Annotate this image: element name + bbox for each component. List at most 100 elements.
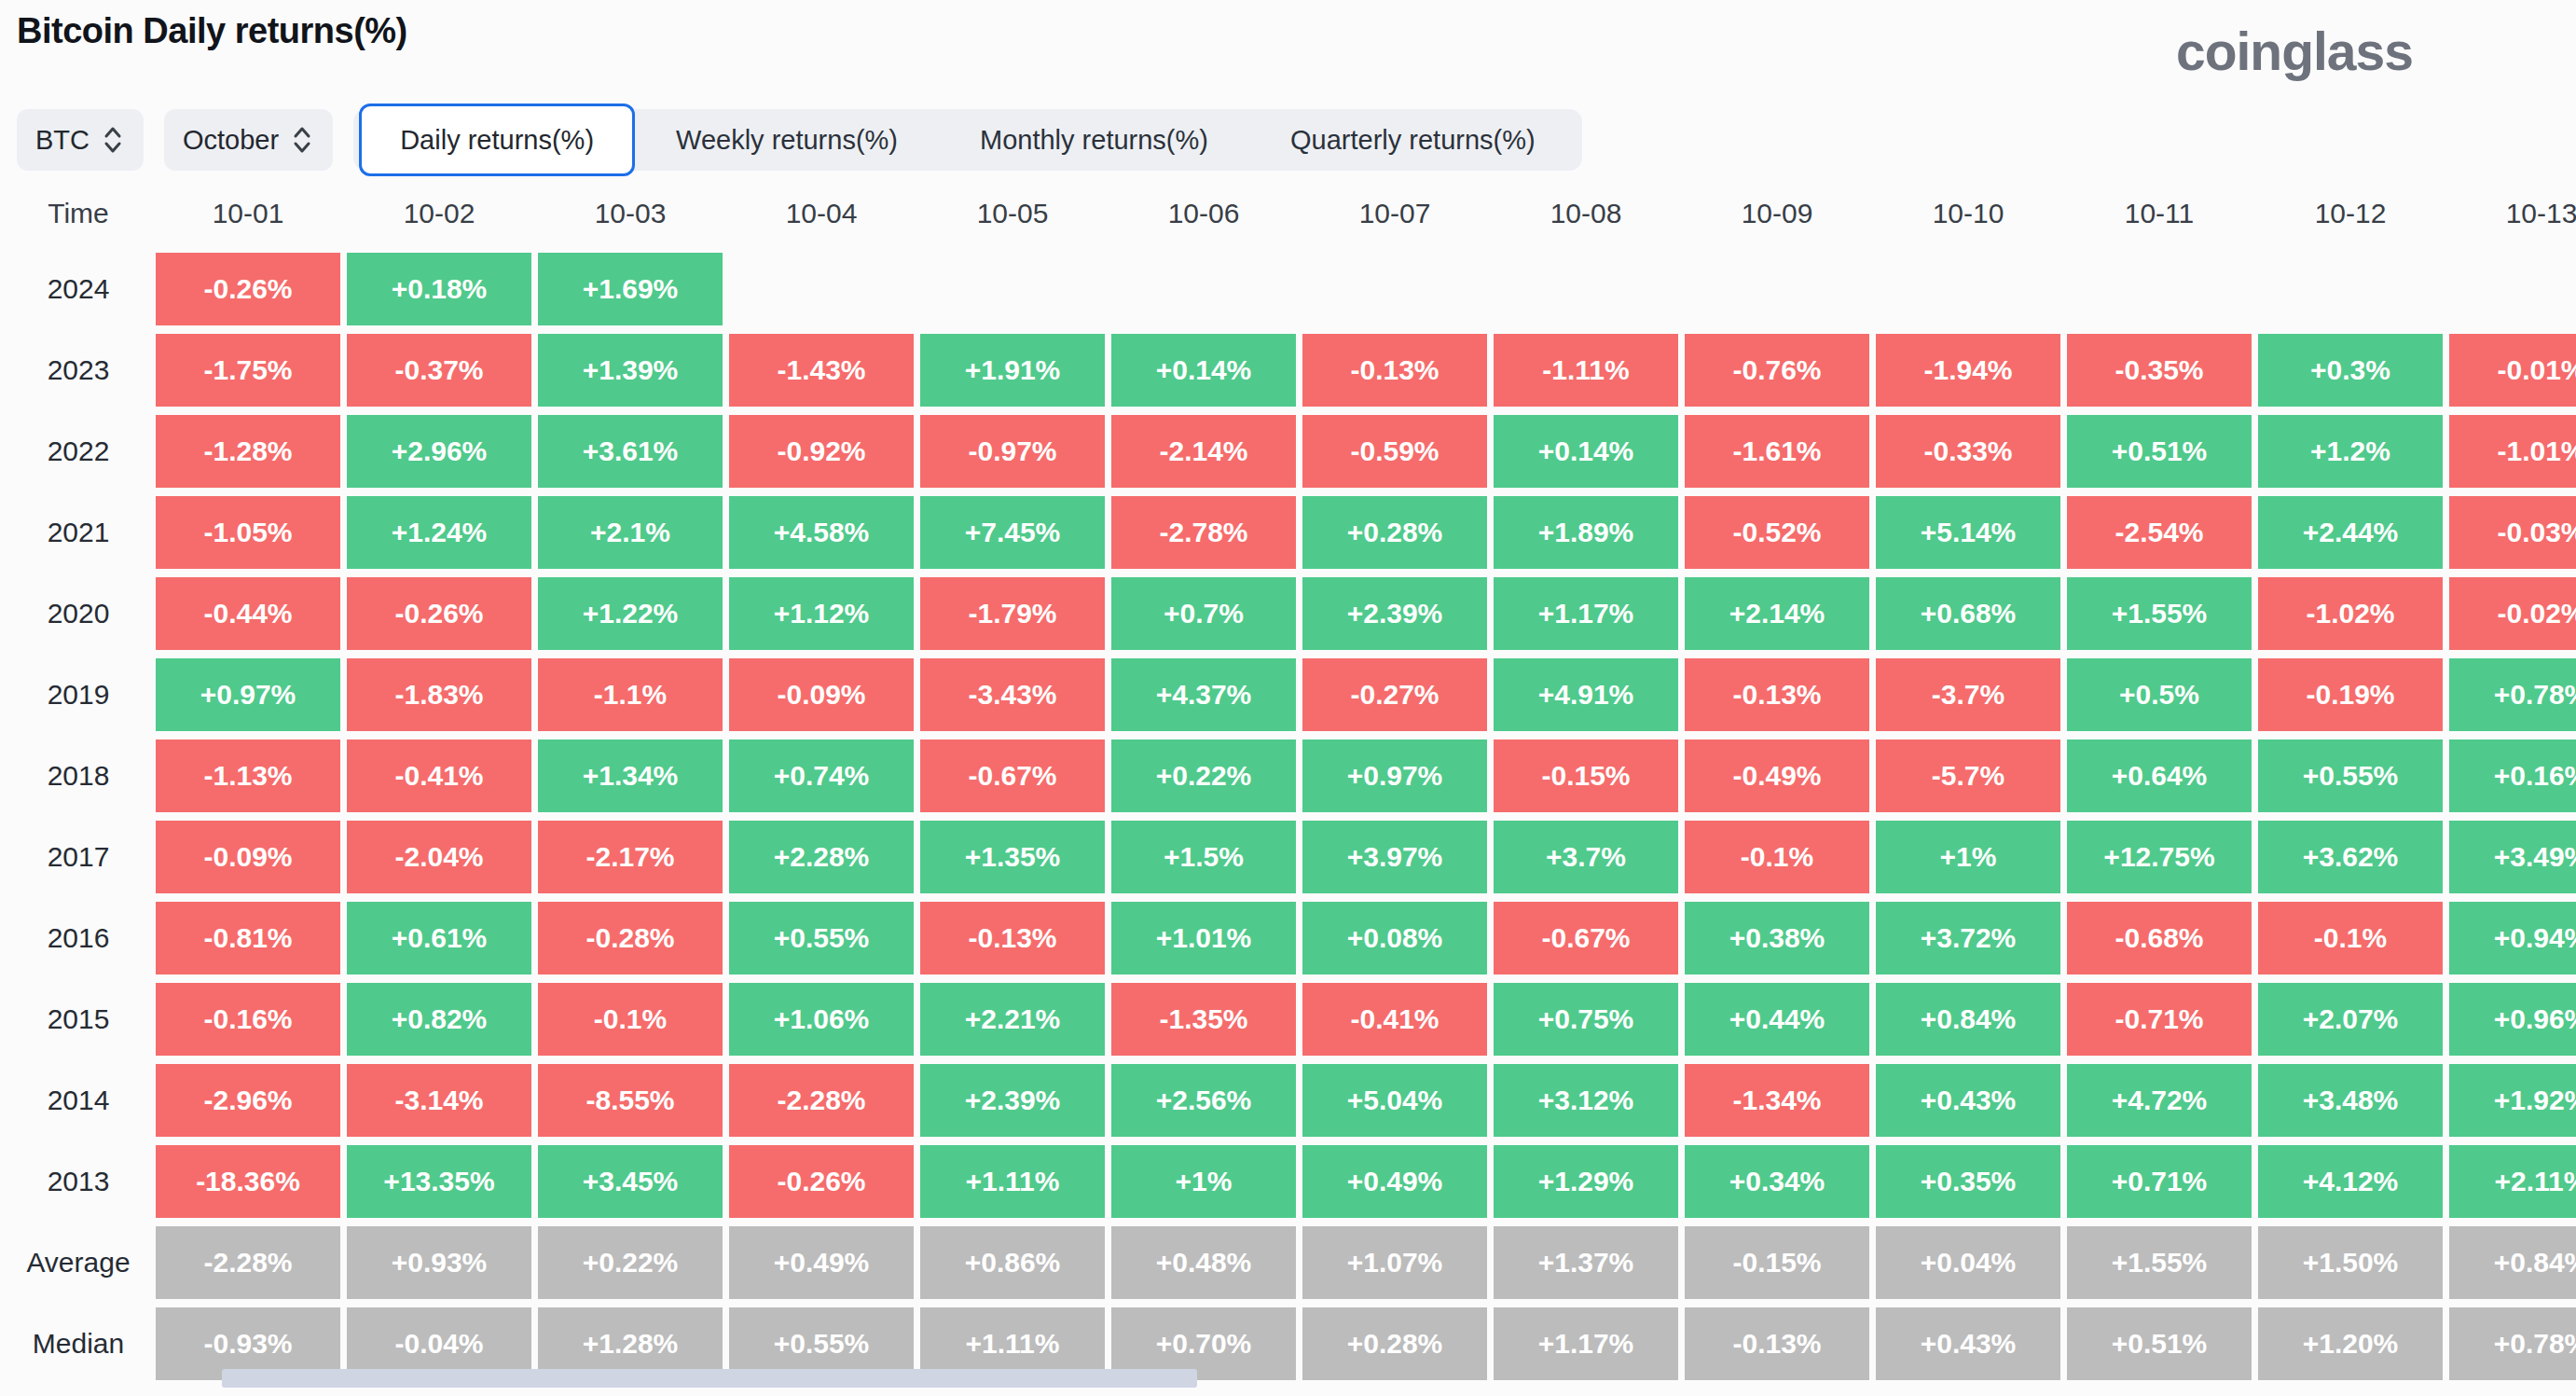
return-cell: +1.24%	[347, 496, 531, 569]
return-cell: +0.61%	[347, 902, 531, 974]
return-cell: -3.7%	[1876, 658, 2060, 731]
return-cell: +2.39%	[920, 1064, 1105, 1137]
return-cell-empty	[920, 253, 1105, 325]
row-label: 2017	[7, 821, 149, 893]
return-cell: -0.16%	[156, 983, 340, 1056]
return-cell: +4.37%	[1111, 658, 1296, 731]
return-cell: +0.35%	[1876, 1145, 2060, 1218]
row-label: 2016	[7, 902, 149, 974]
column-header: 10-13	[2449, 183, 2576, 244]
return-cell-empty	[1876, 253, 2060, 325]
return-cell: -1.79%	[920, 577, 1105, 650]
return-cell: +0.22%	[1111, 739, 1296, 812]
return-cell: +0.55%	[2258, 739, 2443, 812]
return-cell: -0.01%	[2449, 334, 2576, 407]
return-cell: -0.13%	[1302, 334, 1487, 407]
return-cell: -1.28%	[156, 415, 340, 488]
tab-daily-returns[interactable]: Daily returns(%)	[359, 104, 635, 176]
return-cell: +0.49%	[1302, 1145, 1487, 1218]
return-cell: +0.74%	[729, 739, 914, 812]
return-cell: +3.61%	[538, 415, 723, 488]
return-cell: +2.14%	[1685, 577, 1869, 650]
return-cell: +1.35%	[920, 821, 1105, 893]
return-cell: -2.28%	[156, 1226, 340, 1299]
return-cell: +3.45%	[538, 1145, 723, 1218]
tab-weekly-returns[interactable]: Weekly returns(%)	[635, 109, 939, 171]
return-cell: -0.68%	[2067, 902, 2252, 974]
return-cell: +3.72%	[1876, 902, 2060, 974]
return-cell: -1.11%	[1494, 334, 1678, 407]
return-cell: +0.7%	[1111, 577, 1296, 650]
return-cell: +0.94%	[2449, 902, 2576, 974]
coin-select[interactable]: BTC	[17, 109, 144, 171]
return-cell: +1.12%	[729, 577, 914, 650]
return-cell: +0.86%	[920, 1226, 1105, 1299]
return-cell: +1.50%	[2258, 1226, 2443, 1299]
column-header: 10-04	[729, 183, 914, 244]
return-cell: +0.28%	[1302, 1307, 1487, 1380]
month-select-value: October	[183, 125, 279, 156]
return-cell: -1.34%	[1685, 1064, 1869, 1137]
return-cell: -0.67%	[1494, 902, 1678, 974]
return-cell: -8.55%	[538, 1064, 723, 1137]
return-cell: +1.34%	[538, 739, 723, 812]
return-cell: +1.11%	[920, 1145, 1105, 1218]
return-cell: -1.83%	[347, 658, 531, 731]
return-cell: +0.34%	[1685, 1145, 1869, 1218]
return-cell: +1%	[1111, 1145, 1296, 1218]
return-cell: -0.13%	[1685, 658, 1869, 731]
return-cell: -5.7%	[1876, 739, 2060, 812]
return-cell: -0.03%	[2449, 496, 2576, 569]
return-cell: +0.75%	[1494, 983, 1678, 1056]
return-cell: +1.5%	[1111, 821, 1296, 893]
return-cell: -0.28%	[538, 902, 723, 974]
returns-tabbar: Daily returns(%)Weekly returns(%)Monthly…	[353, 109, 1581, 171]
row-label: Median	[7, 1307, 149, 1380]
return-cell: +0.48%	[1111, 1226, 1296, 1299]
return-cell: -0.19%	[2258, 658, 2443, 731]
return-cell: -0.1%	[538, 983, 723, 1056]
return-cell: +2.44%	[2258, 496, 2443, 569]
return-cell: +2.39%	[1302, 577, 1487, 650]
return-cell-empty	[2067, 253, 2252, 325]
return-cell: -3.43%	[920, 658, 1105, 731]
return-cell: -0.26%	[156, 253, 340, 325]
return-cell: +4.58%	[729, 496, 914, 569]
return-cell: +1%	[1876, 821, 2060, 893]
return-cell: +0.97%	[156, 658, 340, 731]
column-header: 10-07	[1302, 183, 1487, 244]
return-cell: +0.93%	[347, 1226, 531, 1299]
return-cell: +0.84%	[2449, 1226, 2576, 1299]
return-cell: -0.09%	[729, 658, 914, 731]
return-cell: -0.33%	[1876, 415, 2060, 488]
column-header: 10-09	[1685, 183, 1869, 244]
return-cell: -1.05%	[156, 496, 340, 569]
column-header: 10-03	[538, 183, 723, 244]
tab-quarterly-returns[interactable]: Quarterly returns(%)	[1249, 109, 1577, 171]
month-select[interactable]: October	[164, 109, 333, 171]
coin-select-value: BTC	[35, 125, 90, 156]
return-cell: -1.94%	[1876, 334, 2060, 407]
return-cell: -1.13%	[156, 739, 340, 812]
return-cell: -0.52%	[1685, 496, 1869, 569]
return-cell: -0.1%	[2258, 902, 2443, 974]
return-cell: +0.68%	[1876, 577, 2060, 650]
return-cell: +13.35%	[347, 1145, 531, 1218]
return-cell: +1.22%	[538, 577, 723, 650]
column-header: 10-02	[347, 183, 531, 244]
return-cell: +0.96%	[2449, 983, 2576, 1056]
return-cell: +0.5%	[2067, 658, 2252, 731]
return-cell: +0.64%	[2067, 739, 2252, 812]
return-cell-empty	[1685, 253, 1869, 325]
horizontal-scrollbar-thumb[interactable]	[222, 1369, 1197, 1388]
return-cell: +1.2%	[2258, 415, 2443, 488]
return-cell: +1.92%	[2449, 1064, 2576, 1137]
tab-monthly-returns[interactable]: Monthly returns(%)	[939, 109, 1249, 171]
return-cell: +3.49%	[2449, 821, 2576, 893]
return-cell: -2.96%	[156, 1064, 340, 1137]
return-cell: -2.17%	[538, 821, 723, 893]
return-cell: -0.15%	[1685, 1226, 1869, 1299]
column-header: 10-08	[1494, 183, 1678, 244]
row-label: 2022	[7, 415, 149, 488]
return-cell: -0.13%	[920, 902, 1105, 974]
